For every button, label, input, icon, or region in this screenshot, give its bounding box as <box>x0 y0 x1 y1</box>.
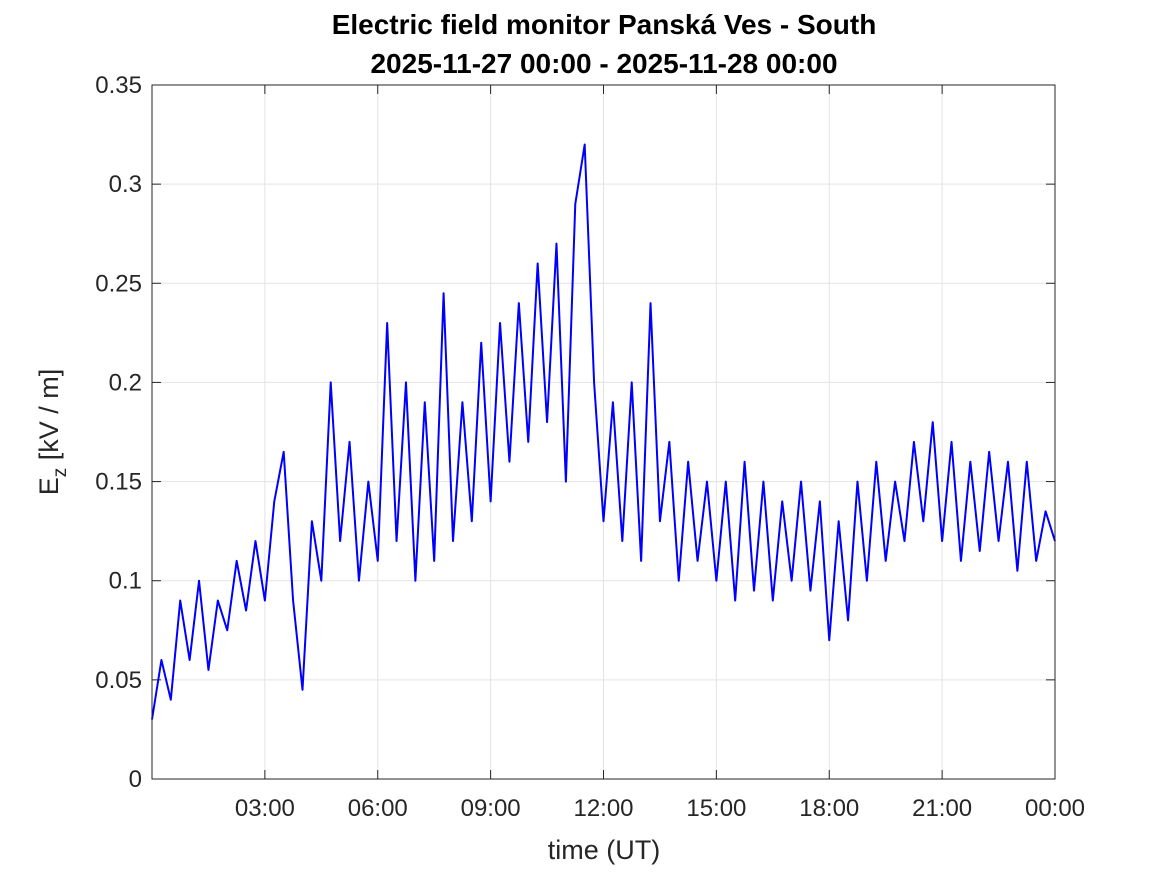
y-tick-label: 0.3 <box>109 171 142 198</box>
y-tick-label: 0.35 <box>95 72 142 99</box>
plot-frame <box>151 84 1056 780</box>
x-axis-label: time (UT) <box>548 835 660 865</box>
chart-subtitle: 2025-11-27 00:00 - 2025-11-28 00:00 <box>370 48 837 79</box>
y-tick-label: 0.2 <box>109 369 142 396</box>
x-tick-label: 21:00 <box>912 795 972 822</box>
chart-title: Electric field monitor Panská Ves - Sout… <box>332 9 877 40</box>
x-tick-label: 03:00 <box>235 795 295 822</box>
plot <box>151 143 1056 720</box>
x-tick-label: 06:00 <box>348 795 408 822</box>
y-axis-label: Ez [kV / m] <box>34 369 71 496</box>
x-tick-label: 15:00 <box>686 795 746 822</box>
y-tick-label: 0.1 <box>109 568 142 595</box>
x-tick-label: 00:00 <box>1025 795 1085 822</box>
y-label-rest: [kV / m] <box>34 369 64 468</box>
tick-labels: 0 0.05 0.1 0.15 0.2 0.25 0.3 0.35 03:00 06:00 09:0… <box>95 72 1085 822</box>
y-tick-label: 0.15 <box>95 469 142 496</box>
y-tick-label: 0.25 <box>95 270 142 297</box>
x-tick-label: 18:00 <box>799 795 859 822</box>
y-tick-label: 0.05 <box>95 667 142 694</box>
y-tick-label: 0 <box>129 766 142 793</box>
y-label-sub: z <box>50 468 71 478</box>
x-tick-label: 09:00 <box>461 795 521 822</box>
y-label-main: E <box>34 477 64 495</box>
data-line <box>151 143 1056 720</box>
x-tick-label: 12:00 <box>573 795 633 822</box>
